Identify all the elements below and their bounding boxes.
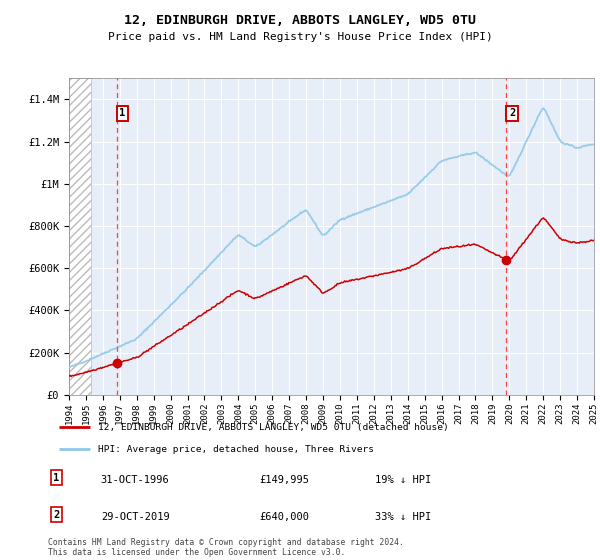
Text: 2: 2 bbox=[53, 510, 59, 520]
Text: 12, EDINBURGH DRIVE, ABBOTS LANGLEY, WD5 0TU: 12, EDINBURGH DRIVE, ABBOTS LANGLEY, WD5… bbox=[124, 14, 476, 27]
Bar bbox=[69, 78, 91, 395]
Text: 12, EDINBURGH DRIVE, ABBOTS LANGLEY, WD5 0TU (detached house): 12, EDINBURGH DRIVE, ABBOTS LANGLEY, WD5… bbox=[98, 423, 449, 432]
Text: 1: 1 bbox=[53, 473, 59, 483]
Text: 33% ↓ HPI: 33% ↓ HPI bbox=[376, 512, 431, 522]
Text: 29-OCT-2019: 29-OCT-2019 bbox=[101, 512, 170, 522]
Text: 2: 2 bbox=[509, 109, 515, 119]
Text: Contains HM Land Registry data © Crown copyright and database right 2024.
This d: Contains HM Land Registry data © Crown c… bbox=[48, 538, 404, 557]
Text: 19% ↓ HPI: 19% ↓ HPI bbox=[376, 475, 431, 485]
Text: £149,995: £149,995 bbox=[259, 475, 309, 485]
Text: 1: 1 bbox=[119, 109, 126, 119]
Text: 31-OCT-1996: 31-OCT-1996 bbox=[101, 475, 170, 485]
Text: Price paid vs. HM Land Registry's House Price Index (HPI): Price paid vs. HM Land Registry's House … bbox=[107, 32, 493, 43]
Text: £640,000: £640,000 bbox=[259, 512, 309, 522]
Text: HPI: Average price, detached house, Three Rivers: HPI: Average price, detached house, Thre… bbox=[98, 445, 374, 454]
